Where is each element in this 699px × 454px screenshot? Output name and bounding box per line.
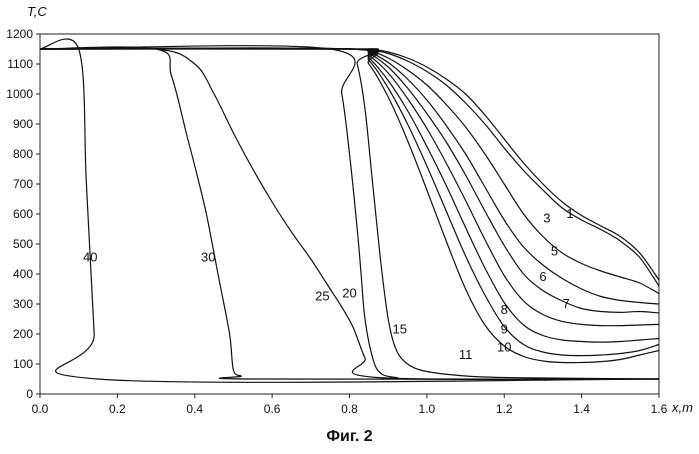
x-tick-label: 1.2 bbox=[496, 402, 513, 416]
x-tick-label: 0.4 bbox=[186, 402, 203, 416]
y-tick-label: 300 bbox=[13, 297, 33, 311]
figure-caption: Фиг. 2 bbox=[0, 428, 699, 446]
series-label-1: 1 bbox=[566, 206, 573, 221]
series-label-8: 8 bbox=[501, 302, 508, 317]
y-tick-label: 1200 bbox=[6, 27, 33, 41]
series-label-30: 30 bbox=[201, 250, 215, 265]
series-line-8 bbox=[40, 49, 659, 326]
y-tick-label: 0 bbox=[26, 387, 33, 401]
y-axis-label: T,C bbox=[27, 4, 47, 19]
series-label-20: 20 bbox=[342, 286, 356, 301]
series-label-25: 25 bbox=[315, 289, 329, 304]
x-tick-label: 0.6 bbox=[264, 402, 281, 416]
series-line-5 bbox=[40, 49, 659, 294]
series-label-7: 7 bbox=[563, 296, 570, 311]
y-tick-label: 700 bbox=[13, 177, 33, 191]
series-label-15: 15 bbox=[393, 322, 407, 337]
x-tick-label: 0.0 bbox=[32, 402, 49, 416]
y-tick-label: 1100 bbox=[7, 57, 33, 71]
series-label-5: 5 bbox=[551, 244, 558, 259]
x-axis-label: x,m bbox=[671, 400, 693, 415]
x-tick-label: 1.0 bbox=[419, 402, 436, 416]
series-line-7 bbox=[40, 49, 659, 313]
x-tick-label: 1.4 bbox=[573, 402, 590, 416]
y-tick-label: 400 bbox=[13, 267, 33, 281]
series-line-6 bbox=[40, 49, 659, 304]
y-tick-label: 900 bbox=[13, 117, 33, 131]
y-tick-label: 1000 bbox=[6, 87, 33, 101]
y-tick-label: 500 bbox=[13, 237, 33, 251]
series-label-6: 6 bbox=[539, 269, 546, 284]
series-label-10: 10 bbox=[497, 340, 511, 355]
y-tick-label: 100 bbox=[13, 357, 33, 371]
series-label-40: 40 bbox=[83, 250, 97, 265]
series-line-1 bbox=[40, 49, 659, 280]
y-tick-label: 800 bbox=[13, 147, 33, 161]
series-label-9: 9 bbox=[501, 322, 508, 337]
y-tick-label: 600 bbox=[13, 207, 33, 221]
x-tick-label: 1.6 bbox=[651, 402, 668, 416]
x-tick-label: 0.2 bbox=[109, 402, 126, 416]
series-line-3 bbox=[40, 49, 659, 286]
y-tick-label: 200 bbox=[13, 327, 33, 341]
series-label-3: 3 bbox=[543, 211, 550, 226]
series-label-11: 11 bbox=[459, 347, 473, 362]
x-tick-label: 0.8 bbox=[341, 402, 358, 416]
